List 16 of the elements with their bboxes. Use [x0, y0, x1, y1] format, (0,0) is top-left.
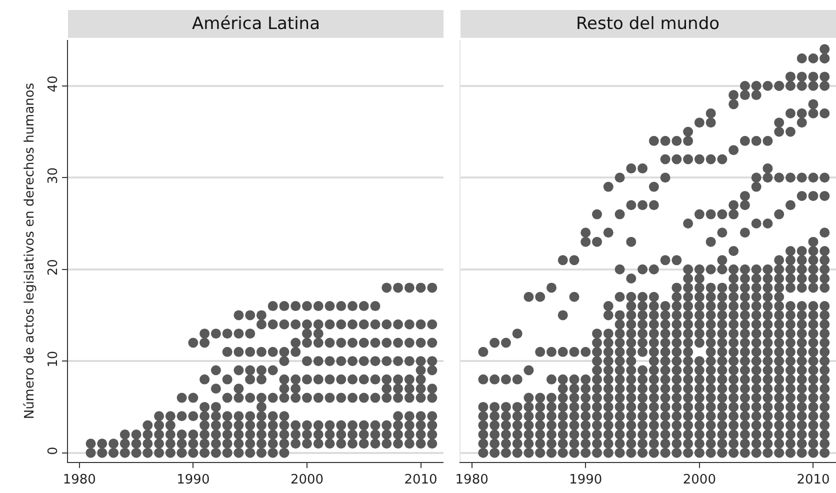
x-tick-label: 1980 — [62, 472, 96, 488]
x-tick-label: 2010 — [404, 472, 438, 488]
chart-title: Resto del mundo — [576, 14, 720, 34]
y-tick-label: 20 — [46, 259, 61, 276]
y-tick-label: 10 — [46, 350, 61, 368]
y-tick-label: 40 — [46, 76, 61, 92]
x-tick-label: 1980 — [455, 472, 488, 488]
x-tick-label: 2000 — [290, 472, 324, 488]
x-tick-label: 1990 — [569, 472, 602, 488]
y-tick-label: 30 — [46, 167, 61, 184]
chart-title: América Latina — [192, 14, 320, 34]
y-tick-label: 0 — [46, 446, 61, 456]
x-tick-label: 1990 — [176, 472, 210, 488]
y-axis-title: Número de actos legislativos en derechos humanos — [22, 82, 38, 420]
x-tick-label: 2010 — [796, 472, 830, 488]
x-tick-label: 2000 — [682, 472, 716, 488]
